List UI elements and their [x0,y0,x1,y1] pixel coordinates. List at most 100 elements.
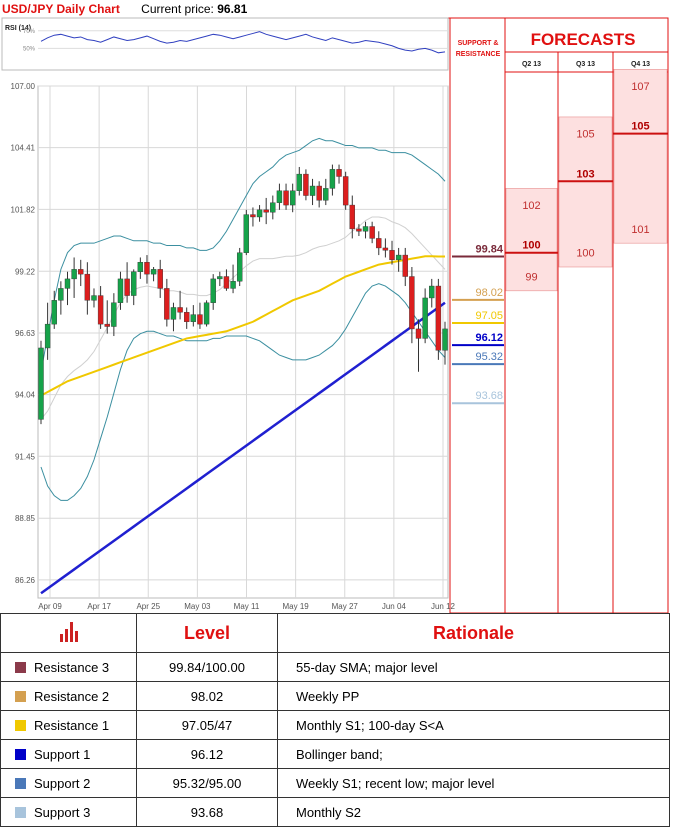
candle-body [362,226,369,232]
candle-body [342,176,349,206]
rsi-panel-frame [1,17,449,71]
sma200-line [40,301,446,595]
x-tick-label: May 19 [283,602,310,611]
candle [316,181,322,208]
candle-body [97,295,104,325]
candle-body [124,278,130,296]
x-tick-label: May 11 [234,602,260,611]
chart-header: USD/JPY Daily Chart Current price: 96.81 [0,0,450,18]
row-rationale: Bollinger band; [277,739,670,769]
candle-body [250,214,256,218]
candle [356,224,362,237]
forecast-range-box [505,188,558,292]
row-name: Support 2 [34,775,91,791]
x-tick-label: Jun 12 [431,602,456,611]
candle-body [137,262,144,272]
color-swatch [15,806,26,818]
candle [256,205,263,222]
color-swatch [15,748,26,760]
row-name: Resistance 1 [34,717,110,733]
forecast-column-label: Q2 13 [522,61,541,68]
candle [78,259,84,287]
x-tick-label: Apr 25 [136,602,160,611]
row-name: Support 1 [34,746,91,762]
row-name-cell: Support 2 [0,768,137,798]
candle-body [91,295,97,301]
candle [369,221,375,244]
candle-body [203,302,210,325]
candle [44,302,51,360]
rationale-header: Rationale [277,613,670,653]
candle-body [64,278,71,289]
usdjpy-chart: 107.00 104.41 101.82 99.22 96.63 94.04 91.45 88… [1,17,669,613]
row-name-cell: Resistance 2 [0,681,137,711]
candle [296,166,302,196]
candle [150,266,157,282]
forecast-mid: 105 [631,121,649,133]
candle-body [323,188,329,201]
candle-body [376,238,382,249]
candle-body [217,276,223,280]
candle [190,305,197,327]
candle [58,281,64,315]
support-resistance-label: RESISTANCE [456,51,501,58]
candle-body [263,209,269,213]
candle-body [164,288,170,320]
candle [276,183,283,210]
x-tick-label: May 03 [184,602,211,611]
y-tick-label: 91.45 [15,452,36,461]
forecast-high: 105 [576,129,594,141]
candle-body [84,273,91,301]
x-tick-label: Jun 04 [382,602,407,611]
candle [197,302,203,329]
candle [250,207,256,227]
candle [137,257,144,279]
candle [124,262,130,303]
forecast-column-label: Q3 13 [576,61,595,68]
candle [38,340,44,425]
candle-body [131,271,137,296]
candle-body [44,323,51,349]
forecasts-title: FORECASTS [531,30,636,49]
candle [131,269,137,306]
forecast-low: 99 [525,272,537,284]
candle-body [422,297,428,339]
candle-body [309,185,316,196]
candle-body [356,228,362,232]
candle [217,271,223,287]
y-tick-label: 88.85 [15,514,36,523]
candle-body [415,328,422,339]
candle-body [296,173,302,191]
candle [362,221,369,239]
level-label: 98.02 [475,287,503,299]
candle-body [336,169,342,177]
level-label: 96.12 [475,332,503,344]
candle-body [111,302,117,327]
candle [117,271,124,310]
y-tick-label: 94.04 [15,391,36,400]
candle-body [270,202,276,213]
candle-body [303,173,309,196]
row-name-cell: Resistance 1 [0,710,137,740]
candle-body [184,312,190,322]
table-row: Resistance 2 98.02 Weekly PP [0,681,670,711]
rsi-line [40,31,446,54]
bollinger-lower-line [40,283,446,501]
candle-body [442,328,448,351]
forecast-high: 102 [522,200,540,212]
table-header-row: Level Rationale [0,613,670,653]
price-label: Current price: [141,2,214,16]
x-tick-label: Apr 17 [87,602,111,611]
candle-body [157,269,163,289]
candle [71,257,77,298]
color-swatch [15,661,26,673]
candle-body [349,204,355,230]
candle-body [409,276,415,330]
candle [97,286,104,329]
y-tick-label: 101.82 [11,205,36,214]
candle-body [369,226,375,239]
candle [84,262,91,315]
candle-body [144,262,150,275]
candle-body [71,269,77,280]
candle [203,300,210,327]
